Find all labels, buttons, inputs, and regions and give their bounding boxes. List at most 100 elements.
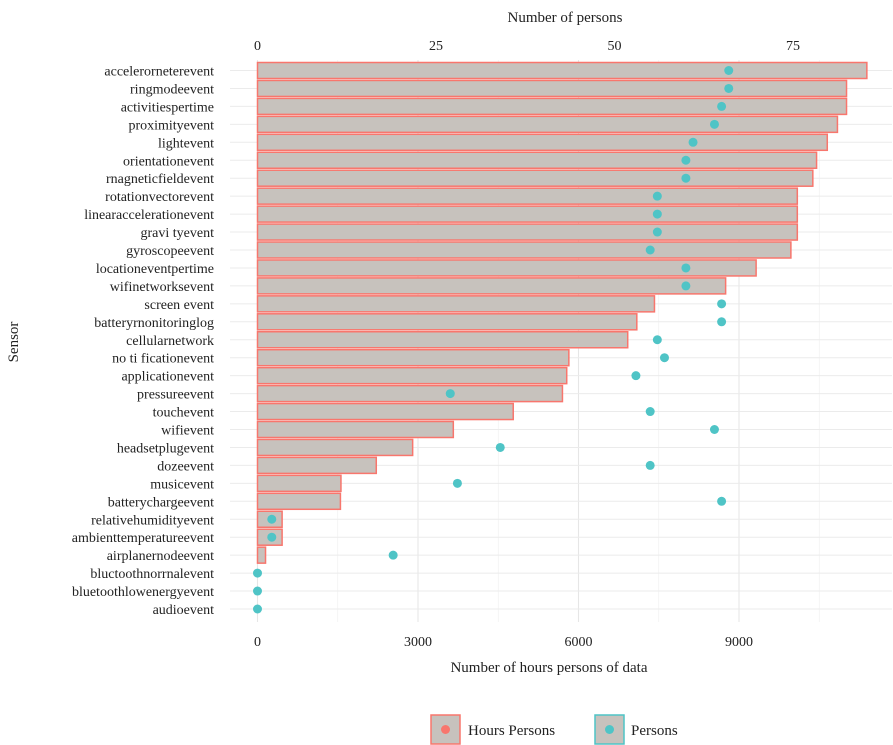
point-audioevent: [253, 604, 262, 614]
bar-lightevent: [256, 133, 829, 152]
point-series: [253, 66, 734, 614]
y-tick-label: gravi tyevent: [141, 226, 215, 241]
y-tick-label: pressureevent: [137, 388, 214, 403]
y-tick-label: screen event: [144, 298, 214, 313]
bar-dozeevent: [256, 456, 378, 475]
y-axis-title: Sensor: [6, 322, 22, 363]
point-gravi-tyevent: [652, 227, 662, 237]
bar-cellularnetwork: [256, 331, 629, 349]
legend-label-persons: Persons: [631, 723, 678, 739]
x-top-axis-title: Number of persons: [508, 10, 623, 26]
legend-key-hours-persons-dot: [441, 725, 450, 734]
point-locationeventpertime: [681, 263, 691, 273]
point-headsetplugevent: [495, 442, 505, 452]
y-tick-label: audioevent: [153, 603, 215, 618]
point-wifinetworksevent: [681, 281, 691, 291]
y-tick-label: lightevent: [158, 136, 214, 151]
point-musicevent: [452, 478, 462, 488]
legend-key-persons-dot: [605, 725, 614, 734]
bar-airplanernodeevent: [256, 546, 267, 564]
bar-batteryrnonitoringlog: [256, 313, 638, 331]
x-top-tick-label: 50: [608, 39, 622, 54]
point-proximityevent: [709, 119, 719, 129]
bar-musicevent: [256, 474, 342, 493]
bar-gravi-tyevent: [256, 223, 799, 241]
point-rnagneticfieldevent: [681, 173, 691, 183]
bar-wifinetworksevent: [256, 277, 727, 295]
x-top-tick-label: 75: [786, 39, 800, 54]
point-gyroscopeevent: [645, 245, 655, 255]
y-tick-label: ambienttemperatureevent: [72, 531, 214, 546]
point-bluetoothlowenergyevent: [253, 586, 262, 596]
point-applicationevent: [631, 371, 641, 381]
point-lightevent: [688, 137, 698, 147]
y-tick-label: wifievent: [161, 424, 214, 439]
bar-rnagneticfieldevent: [256, 169, 814, 187]
point-activitiespertime: [717, 101, 727, 111]
y-tick-label: accelerorneterevent: [104, 65, 214, 80]
x-bottom-tick-label: 9000: [725, 635, 753, 650]
legend: Hours Persons Persons: [430, 714, 678, 745]
y-tick-label: orientationevent: [123, 154, 214, 169]
y-tick-label: activitiespertime: [121, 100, 214, 115]
y-tick-label: rnagneticfieldevent: [106, 172, 214, 187]
bar-headsetplugevent: [256, 438, 414, 457]
x-bottom-tick-labels: 0 3000 6000 9000: [254, 635, 753, 650]
y-tick-labels: accelerorneterevent ringmodeevent activiti…: [72, 65, 214, 619]
x-top-tick-labels: 0 25 50 75: [254, 39, 800, 54]
bar-proximityevent: [256, 115, 839, 134]
point-ambienttemperatureevent: [267, 532, 277, 542]
y-tick-label: batteryrnonitoringlog: [94, 316, 214, 331]
point-relativehumidityevent: [267, 514, 277, 524]
point-ringmodeevent: [724, 83, 734, 93]
bar-wifievent: [256, 420, 455, 439]
bar-linearaccelerationevent: [256, 205, 799, 223]
bar-no-ti-ficationevent: [256, 348, 570, 367]
y-tick-label: linearaccelerationevent: [84, 208, 214, 223]
point-screen-event: [717, 299, 727, 309]
y-tick-label: bluctoothnorrnalevent: [90, 567, 214, 582]
point-batteryrnonitoringlog: [717, 317, 727, 327]
x-bottom-tick-label: 0: [254, 635, 261, 650]
legend-label-hours-persons: Hours Persons: [468, 723, 555, 739]
x-bottom-tick-label: 6000: [565, 635, 593, 650]
point-airplanernodeevent: [388, 550, 398, 560]
y-tick-label: cellularnetwork: [126, 334, 214, 349]
bar-series: [256, 61, 868, 564]
y-tick-label: applicationevent: [121, 370, 214, 385]
y-tick-label: batterychargeevent: [108, 495, 214, 510]
point-touchevent: [645, 407, 655, 417]
point-batterychargeevent: [717, 496, 727, 506]
point-wifievent: [709, 425, 719, 434]
y-tick-label: relativehumidityevent: [91, 513, 214, 528]
y-tick-label: wifinetworksevent: [110, 280, 214, 295]
bar-applicationevent: [256, 366, 568, 385]
point-linearaccelerationevent: [652, 209, 662, 219]
y-tick-label: airplanernodeevent: [107, 549, 214, 564]
x-bottom-axis-title: Number of hours persons of data: [450, 660, 647, 676]
bar-screen-event: [256, 295, 656, 313]
bar-rotationvectorevent: [256, 187, 799, 205]
x-top-tick-label: 0: [254, 39, 261, 54]
point-no-ti-ficationevent: [659, 353, 669, 363]
bar-pressureevent: [256, 384, 564, 403]
point-orientationevent: [681, 155, 691, 165]
legend-key-persons: [594, 714, 625, 745]
y-tick-label: rotationvectorevent: [105, 190, 214, 205]
point-pressureevent: [445, 389, 455, 399]
point-accelerorneterevent: [724, 66, 734, 75]
bar-batterychargeevent: [256, 492, 342, 511]
y-tick-label: locationeventpertime: [96, 262, 214, 277]
point-cellularnetwork: [652, 335, 662, 345]
point-dozeevent: [645, 460, 655, 470]
bar-ringmodeevent: [256, 79, 848, 98]
y-tick-label: ringmodeevent: [130, 82, 214, 97]
point-bluctoothnorrnalevent: [253, 568, 262, 578]
y-tick-label: no ti ficationevent: [112, 352, 214, 367]
bar-accelerorneterevent: [256, 61, 868, 80]
y-tick-label: headsetplugevent: [117, 441, 214, 456]
y-tick-label: touchevent: [153, 406, 215, 421]
y-tick-label: bluetoothlowenergyevent: [72, 585, 214, 600]
point-rotationvectorevent: [652, 191, 662, 201]
